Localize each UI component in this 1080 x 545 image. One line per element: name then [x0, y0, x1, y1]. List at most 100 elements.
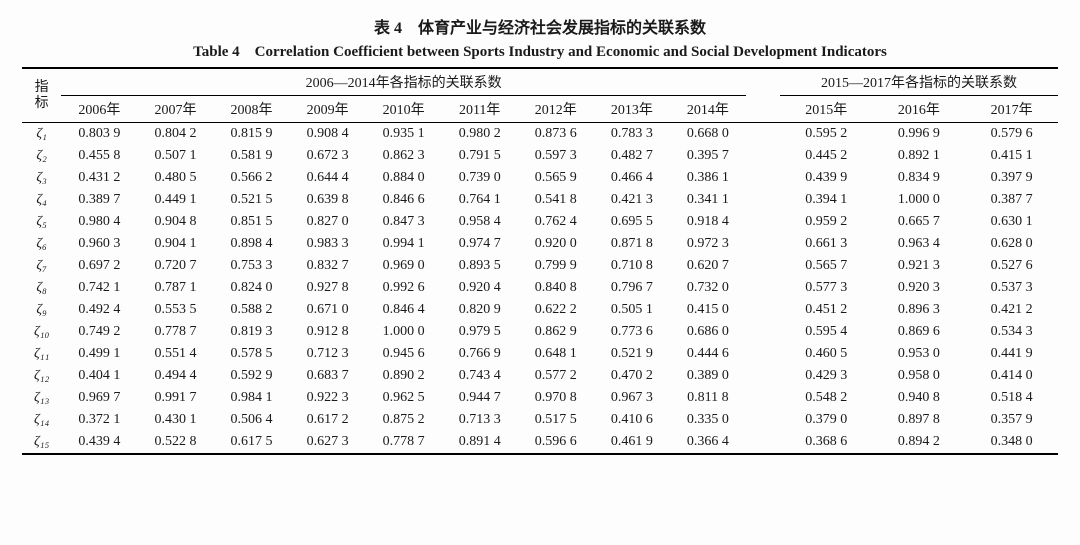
column-gap — [746, 145, 780, 167]
column-gap — [746, 409, 780, 431]
cell-value: 0.639 8 — [290, 189, 366, 211]
cell-value: 0.753 3 — [213, 255, 289, 277]
cell-value: 0.553 5 — [137, 299, 213, 321]
cell-value: 0.884 0 — [366, 167, 442, 189]
column-gap — [746, 343, 780, 365]
cell-value: 0.617 2 — [290, 409, 366, 431]
cell-value: 0.537 3 — [965, 277, 1058, 299]
column-gap — [746, 68, 780, 96]
column-gap — [746, 96, 780, 123]
cell-value: 0.969 7 — [61, 387, 137, 409]
cell-value: 0.967 3 — [594, 387, 670, 409]
column-gap — [746, 167, 780, 189]
cell-value: 0.455 8 — [61, 145, 137, 167]
cell-value: 0.494 4 — [137, 365, 213, 387]
cell-value: 1.000 0 — [366, 321, 442, 343]
cell-value: 0.819 3 — [213, 321, 289, 343]
cell-value: 0.979 5 — [442, 321, 518, 343]
cell-value: 0.762 4 — [518, 211, 594, 233]
col-year: 2013年 — [594, 96, 670, 123]
cell-value: 0.445 2 — [780, 145, 873, 167]
row-label: ζ₅ — [22, 211, 61, 233]
cell-value: 0.922 3 — [290, 387, 366, 409]
cell-value: 0.357 9 — [965, 409, 1058, 431]
cell-value: 0.713 3 — [442, 409, 518, 431]
table-row: ζ₁0.803 90.804 20.815 90.908 40.935 10.9… — [22, 123, 1058, 146]
col-indicator-bottom: 标 — [35, 96, 49, 111]
cell-value: 0.847 3 — [366, 211, 442, 233]
row-label: ζ₂ — [22, 145, 61, 167]
row-label: ζ₁₂ — [22, 365, 61, 387]
cell-value: 0.581 9 — [213, 145, 289, 167]
cell-value: 0.387 7 — [965, 189, 1058, 211]
cell-value: 0.461 9 — [594, 431, 670, 454]
cell-value: 0.648 1 — [518, 343, 594, 365]
cell-value: 0.739 0 — [442, 167, 518, 189]
cell-value: 0.578 5 — [213, 343, 289, 365]
cell-value: 0.815 9 — [213, 123, 289, 146]
cell-value: 0.908 4 — [290, 123, 366, 146]
cell-value: 0.414 0 — [965, 365, 1058, 387]
cell-value: 0.348 0 — [965, 431, 1058, 454]
column-gap — [746, 211, 780, 233]
cell-value: 0.811 8 — [670, 387, 746, 409]
col-group-2015-2017: 2015—2017年各指标的关联系数 — [780, 68, 1058, 96]
cell-value: 0.521 5 — [213, 189, 289, 211]
table-row: ζ₅0.980 40.904 80.851 50.827 00.847 30.9… — [22, 211, 1058, 233]
row-label: ζ₁₀ — [22, 321, 61, 343]
col-year: 2014年 — [670, 96, 746, 123]
cell-value: 0.791 5 — [442, 145, 518, 167]
cell-value: 0.697 2 — [61, 255, 137, 277]
cell-value: 0.840 8 — [518, 277, 594, 299]
cell-value: 0.671 0 — [290, 299, 366, 321]
cell-value: 0.372 1 — [61, 409, 137, 431]
cell-value: 0.894 2 — [873, 431, 966, 454]
cell-value: 0.904 8 — [137, 211, 213, 233]
table-row: ζ₂0.455 80.507 10.581 90.672 30.862 30.7… — [22, 145, 1058, 167]
table-body: ζ₁0.803 90.804 20.815 90.908 40.935 10.9… — [22, 123, 1058, 455]
table-title-en: Table 4 Correlation Coefficient between … — [22, 40, 1058, 61]
col-group-2006-2014: 2006—2014年各指标的关联系数 — [61, 68, 746, 96]
col-year: 2009年 — [290, 96, 366, 123]
cell-value: 0.820 9 — [442, 299, 518, 321]
column-gap — [746, 189, 780, 211]
row-label: ζ₉ — [22, 299, 61, 321]
cell-value: 0.499 1 — [61, 343, 137, 365]
cell-value: 0.389 7 — [61, 189, 137, 211]
cell-value: 0.969 0 — [366, 255, 442, 277]
table-title-cn: 表 4 体育产业与经济社会发展指标的关联系数 — [22, 14, 1058, 38]
cell-value: 0.466 4 — [594, 167, 670, 189]
cell-value: 0.918 4 — [670, 211, 746, 233]
cell-value: 0.764 1 — [442, 189, 518, 211]
cell-value: 0.451 2 — [780, 299, 873, 321]
row-label: ζ₁₅ — [22, 431, 61, 454]
col-indicator-top: 指 — [35, 80, 49, 95]
cell-value: 0.869 6 — [873, 321, 966, 343]
cell-value: 0.710 8 — [594, 255, 670, 277]
row-label: ζ₁₃ — [22, 387, 61, 409]
col-year: 2016年 — [873, 96, 966, 123]
cell-value: 0.335 0 — [670, 409, 746, 431]
cell-value: 0.617 5 — [213, 431, 289, 454]
cell-value: 0.620 7 — [670, 255, 746, 277]
column-gap — [746, 123, 780, 146]
cell-value: 0.566 2 — [213, 167, 289, 189]
cell-value: 0.695 5 — [594, 211, 670, 233]
cell-value: 0.368 6 — [780, 431, 873, 454]
cell-value: 0.980 4 — [61, 211, 137, 233]
row-label: ζ₁₁ — [22, 343, 61, 365]
cell-value: 0.796 7 — [594, 277, 670, 299]
cell-value: 0.963 4 — [873, 233, 966, 255]
column-gap — [746, 321, 780, 343]
table-row: ζ₁₂0.404 10.494 40.592 90.683 70.890 20.… — [22, 365, 1058, 387]
cell-value: 0.421 2 — [965, 299, 1058, 321]
col-year: 2007年 — [137, 96, 213, 123]
cell-value: 0.683 7 — [290, 365, 366, 387]
cell-value: 0.577 2 — [518, 365, 594, 387]
cell-value: 0.992 6 — [366, 277, 442, 299]
cell-value: 1.000 0 — [873, 189, 966, 211]
cell-value: 0.439 4 — [61, 431, 137, 454]
cell-value: 0.661 3 — [780, 233, 873, 255]
cell-value: 0.551 4 — [137, 343, 213, 365]
cell-value: 0.742 1 — [61, 277, 137, 299]
